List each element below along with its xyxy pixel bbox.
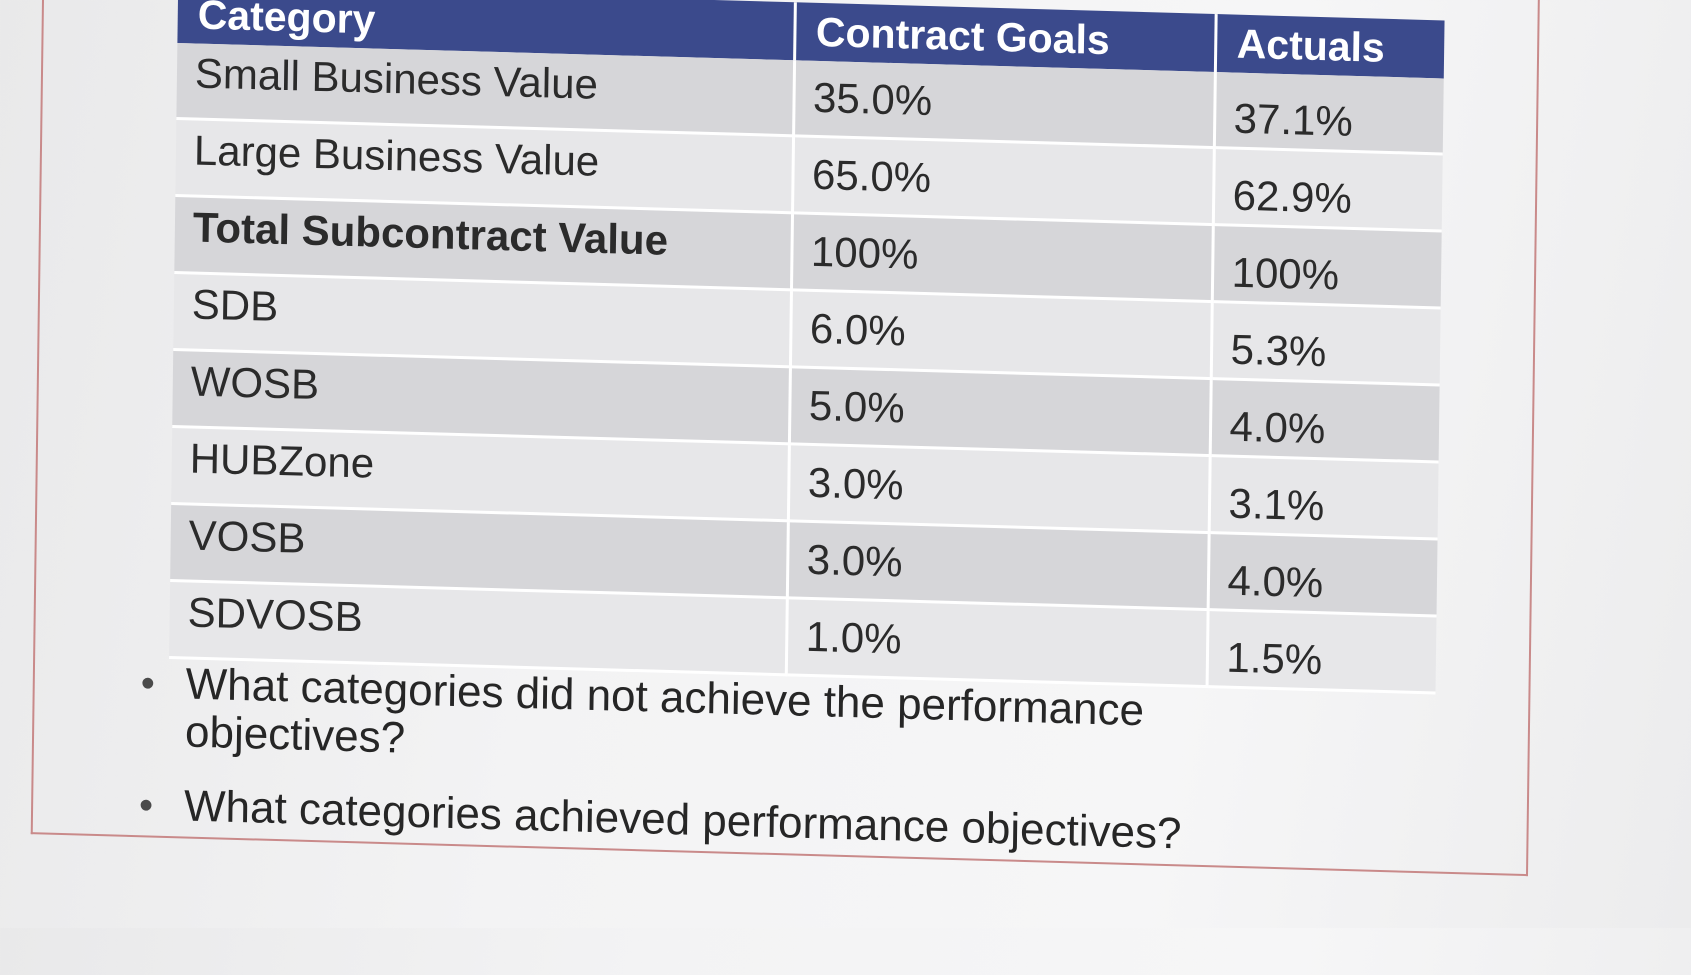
row-actual: 5.3% <box>1210 301 1441 385</box>
row-goal: 6.0% <box>789 289 1212 379</box>
row-actual: 37.1% <box>1213 72 1444 154</box>
question-list: • What categories did not achieve the pe… <box>138 659 1340 889</box>
row-goal: 100% <box>790 212 1213 302</box>
row-goal: 1.0% <box>785 597 1208 687</box>
row-goal: 5.0% <box>788 366 1211 456</box>
header-actuals: Actuals <box>1214 14 1445 79</box>
row-goal: 35.0% <box>793 60 1215 148</box>
row-goal: 3.0% <box>787 443 1210 533</box>
goals-table: Category Contract Goals Actuals Small Bu… <box>169 0 1445 694</box>
row-actual: 1.5% <box>1206 609 1437 693</box>
row-actual: 4.0% <box>1209 378 1440 462</box>
bullet-icon: • <box>140 661 156 706</box>
bullet-icon: • <box>138 783 154 828</box>
row-actual: 4.0% <box>1207 532 1438 616</box>
row-goal: 65.0% <box>792 135 1214 225</box>
goals-table-container: Category Contract Goals Actuals Small Bu… <box>169 0 1445 694</box>
question-text: What categories achieved performance obj… <box>183 781 1182 859</box>
question-item: • What categories achieved performance o… <box>139 781 1339 863</box>
row-goal: 3.0% <box>786 520 1209 610</box>
row-actual: 100% <box>1211 224 1442 308</box>
row-actual: 62.9% <box>1212 147 1443 231</box>
row-actual: 3.1% <box>1208 455 1439 539</box>
